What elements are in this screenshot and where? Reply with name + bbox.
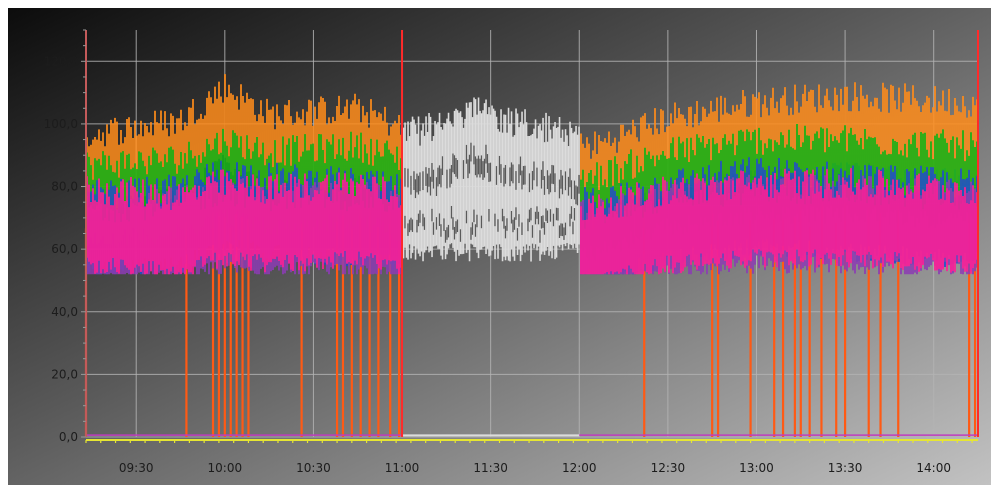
- y-tick-label: 20,0: [51, 367, 78, 381]
- y-tick-label: 60,0: [51, 242, 78, 256]
- x-tick-label: 12:30: [651, 461, 686, 475]
- x-tick-label: 14:00: [916, 461, 951, 475]
- x-tick-label: 11:30: [473, 461, 508, 475]
- x-tick-label: 09:30: [119, 461, 154, 475]
- y-tick-label: 120,0: [44, 54, 78, 68]
- x-tick-label: 13:30: [828, 461, 863, 475]
- x-tick-label: 10:30: [296, 461, 331, 475]
- x-tick-labels: 09:30 10:00 10:30 11:00 11:30 12:00 12:30 13:00…: [119, 461, 951, 475]
- x-tick-label: 11:00: [385, 461, 420, 475]
- x-tick-label: 10:00: [208, 461, 243, 475]
- x-tick-label: 12:00: [562, 461, 597, 475]
- y-tick-label: 0,0: [59, 430, 78, 444]
- paused-segment: [401, 97, 580, 437]
- x-tick-label: 13:00: [739, 461, 774, 475]
- series-group: [86, 74, 978, 436]
- y-tick-label: 100,0: [44, 117, 78, 131]
- y-tick-labels: 0,0 20,0 40,0 60,0 80,0 100,0 120,0: [44, 54, 78, 444]
- y-tick-label: 40,0: [51, 305, 78, 319]
- axes: [81, 29, 978, 443]
- y-tick-label: 80,0: [51, 180, 78, 194]
